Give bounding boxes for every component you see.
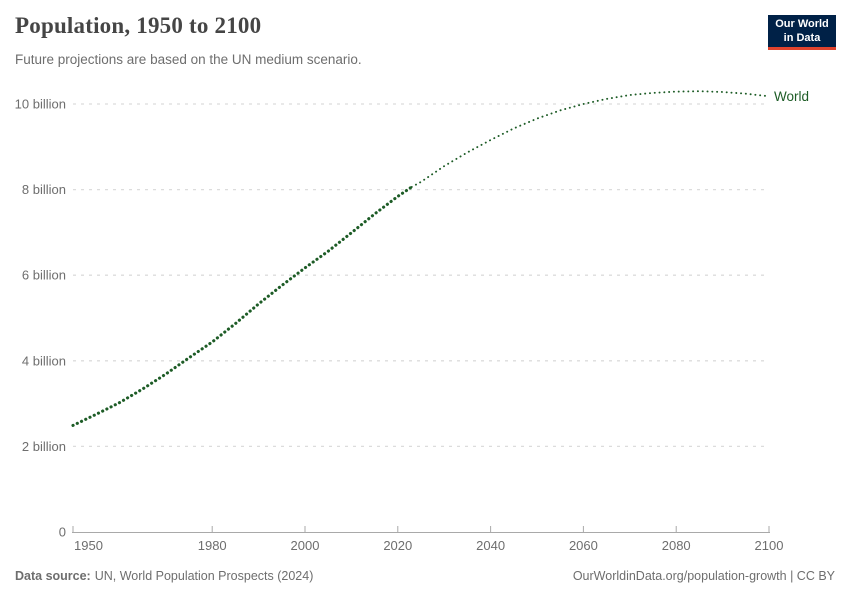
owid-logo-line2: in Data (783, 31, 821, 44)
x-tick-label-2000: 2000 (291, 538, 320, 553)
y-tick-label-4: 4 billion (22, 353, 66, 368)
data-source-value: UN, World Population Prospects (2024) (94, 569, 314, 583)
y-tick-label-10: 10 billion (15, 97, 66, 112)
x-tick-label-2040: 2040 (476, 538, 505, 553)
chart-subtitle: Future projections are based on the UN m… (15, 52, 362, 67)
world-series-projection[interactable] (410, 90, 770, 188)
x-tick-label-2060: 2060 (569, 538, 598, 553)
chart-title: Population, 1950 to 2100 (15, 13, 262, 38)
data-source: Data source: UN, World Population Prospec… (15, 569, 313, 583)
owid-logo[interactable]: Our World in Data (768, 15, 836, 50)
x-tick-label-2020: 2020 (383, 538, 412, 553)
y-tick-label-0: 0 (59, 525, 66, 540)
series-label-world[interactable]: World (774, 89, 809, 104)
world-series-estimates[interactable] (71, 185, 414, 427)
y-tick-label-2: 2 billion (22, 439, 66, 454)
x-tick-label-1980: 1980 (198, 538, 227, 553)
x-tick-label-1950: 1950 (74, 538, 103, 553)
chart-footer: Data source: UN, World Population Prospec… (15, 569, 835, 583)
credit-link[interactable]: OurWorldinData.org/population-growth | C… (572, 569, 835, 583)
x-tick-label-2100: 2100 (755, 538, 784, 553)
data-source-label: Data source: (15, 569, 91, 583)
y-tick-label-8: 8 billion (22, 182, 66, 197)
owid-logo-line1: Our World (775, 18, 829, 30)
y-tick-label-6: 6 billion (22, 268, 66, 283)
x-tick-label-2080: 2080 (662, 538, 691, 553)
